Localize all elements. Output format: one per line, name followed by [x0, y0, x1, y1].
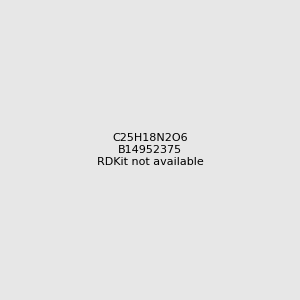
Text: C25H18N2O6
B14952375
RDKit not available: C25H18N2O6 B14952375 RDKit not available	[97, 134, 203, 166]
